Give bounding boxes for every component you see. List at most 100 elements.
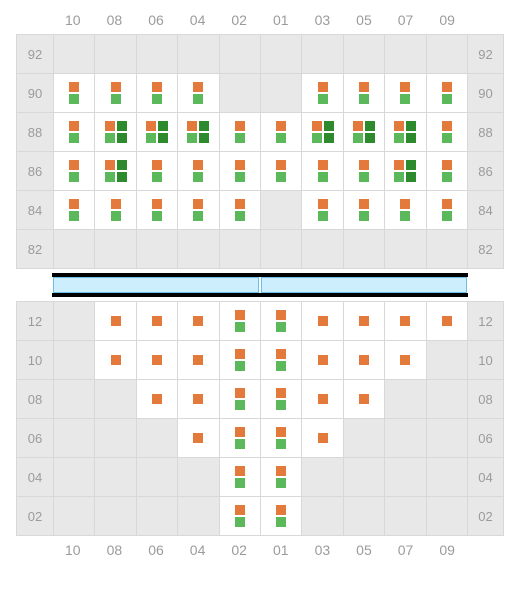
row-label-right: 12 [467,302,503,340]
marker [276,121,286,131]
cell [343,458,384,496]
marker [353,133,363,143]
marker [152,172,162,182]
marker [152,211,162,221]
cell [260,497,301,535]
marker [276,310,286,320]
cell [301,74,342,112]
marker [359,316,369,326]
marker [365,121,375,131]
cell [94,341,135,379]
marker [69,133,79,143]
marker [276,427,286,437]
cell [53,191,94,229]
col-label: 01 [260,8,302,32]
marker [111,199,121,209]
marker [406,160,416,170]
cell [301,35,342,73]
marker [359,355,369,365]
cell [384,191,425,229]
cell [219,458,260,496]
cell [260,152,301,190]
cell [384,35,425,73]
col-label: 07 [385,8,427,32]
col-label: 10 [52,8,94,32]
cell [219,230,260,268]
marker [152,199,162,209]
marker [318,211,328,221]
marker [400,355,410,365]
marker [193,94,203,104]
cell [301,113,342,151]
row-label-right: 08 [467,380,503,418]
marker [276,349,286,359]
marker [318,172,328,182]
cell [426,341,467,379]
col-label: 04 [177,8,219,32]
cell [384,419,425,457]
marker [442,133,452,143]
row-label-right: 04 [467,458,503,496]
cell [343,152,384,190]
cell [384,497,425,535]
row-label-left: 84 [17,191,53,229]
col-labels-top: 10080604020103050709 [52,8,468,32]
marker [276,133,286,143]
cell [136,302,177,340]
col-label: 05 [343,8,385,32]
row-label-right: 86 [467,152,503,190]
col-label: 05 [343,538,385,562]
marker [400,94,410,104]
cell [177,152,218,190]
row: 9292 [17,35,503,73]
cell [301,191,342,229]
cell [177,302,218,340]
col-labels-bottom: 10080604020103050709 [52,538,468,562]
cell [260,191,301,229]
marker [400,199,410,209]
cell [343,74,384,112]
cell [260,341,301,379]
cell [260,74,301,112]
cell [219,35,260,73]
marker [442,82,452,92]
row: 0606 [17,418,503,457]
col-label: 06 [135,8,177,32]
cell [53,230,94,268]
marker [276,388,286,398]
marker [276,361,286,371]
cell [136,458,177,496]
marker [235,199,245,209]
cell [426,152,467,190]
cell [426,113,467,151]
marker [235,310,245,320]
cell [177,35,218,73]
marker [105,172,115,182]
row: 0202 [17,496,503,535]
cell [426,191,467,229]
marker [359,94,369,104]
cell [426,419,467,457]
cell [343,35,384,73]
marker [442,211,452,221]
row-label-left: 04 [17,458,53,496]
cell [219,152,260,190]
marker [359,172,369,182]
marker [193,172,203,182]
cell [384,152,425,190]
row-label-left: 86 [17,152,53,190]
marker [69,94,79,104]
cell [53,152,94,190]
marker [312,133,322,143]
marker [111,316,121,326]
cell [384,380,425,418]
row: 86 86 [17,151,503,190]
marker [69,211,79,221]
cell [301,380,342,418]
marker [400,82,410,92]
marker [394,121,404,131]
col-label: 01 [260,538,302,562]
row-label-right: 90 [467,74,503,112]
marker [69,121,79,131]
cell [384,74,425,112]
